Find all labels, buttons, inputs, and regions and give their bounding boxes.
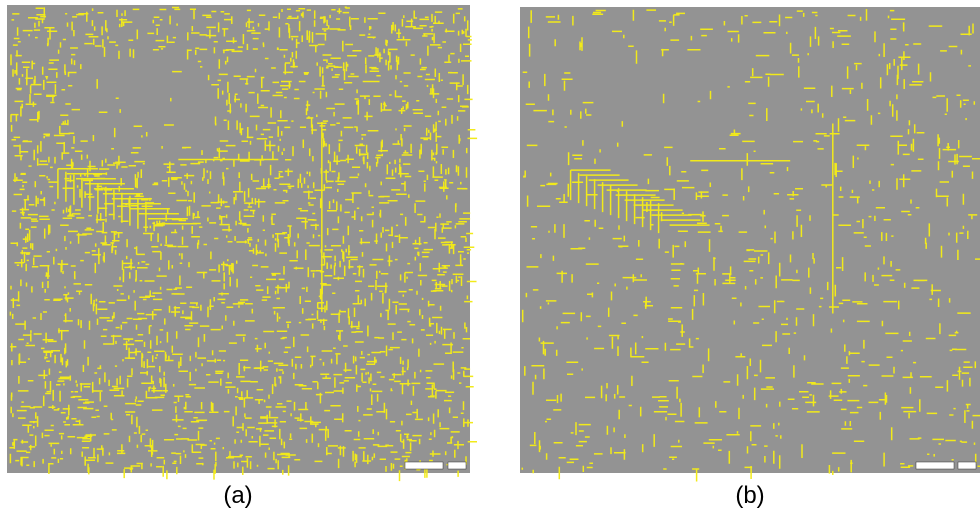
panel-image <box>7 5 477 481</box>
panel-image <box>520 7 980 482</box>
panel-label: (a) <box>223 482 252 509</box>
panel-label: (b) <box>735 482 764 509</box>
figure: (a) (b) <box>0 0 980 515</box>
